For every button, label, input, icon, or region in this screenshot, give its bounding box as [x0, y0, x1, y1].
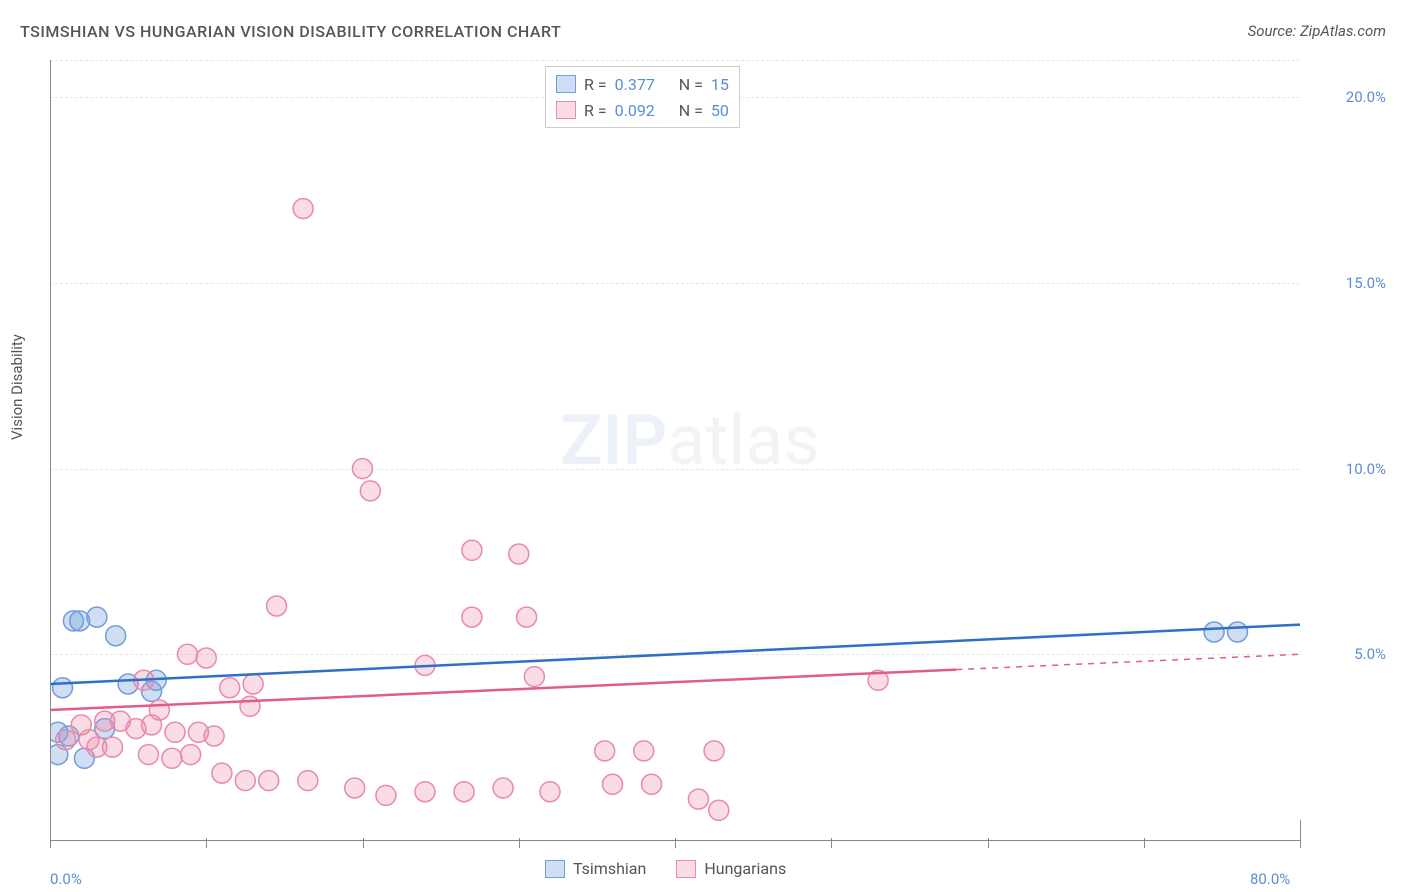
x-tick — [206, 838, 207, 848]
x-tick — [519, 838, 520, 848]
y-tick-label: 5.0% — [1354, 645, 1386, 663]
x-tick — [363, 838, 364, 848]
data-point — [298, 771, 318, 791]
data-point — [376, 785, 396, 805]
data-point — [259, 771, 279, 791]
source-label: Source: — [1248, 22, 1297, 40]
n-label: N = — [679, 101, 703, 120]
chart-container: TSIMSHIAN VS HUNGARIAN VISION DISABILITY… — [0, 0, 1406, 892]
legend-row: R = 0.092 N = 50 — [556, 97, 729, 123]
data-point — [103, 737, 123, 757]
data-point — [293, 199, 313, 219]
n-value: 50 — [711, 101, 729, 120]
legend-label: Hungarians — [704, 859, 786, 878]
data-point — [56, 730, 76, 750]
x-tick — [675, 838, 676, 848]
data-point — [181, 745, 201, 765]
data-point — [709, 800, 729, 820]
data-point — [493, 778, 513, 798]
r-value: 0.092 — [615, 101, 655, 120]
data-point — [603, 774, 623, 794]
legend-row: R = 0.377 N = 15 — [556, 71, 729, 97]
data-point — [360, 481, 380, 501]
x-tick — [1144, 838, 1145, 848]
y-tick-label: 15.0% — [1346, 274, 1386, 292]
data-point — [53, 678, 73, 698]
n-value: 15 — [711, 75, 729, 94]
data-point — [415, 782, 435, 802]
series-legend: Tsimshian Hungarians — [545, 859, 786, 878]
data-point — [462, 540, 482, 560]
regression-line-dashed — [956, 654, 1300, 669]
legend-swatch — [676, 860, 696, 878]
data-point — [642, 774, 662, 794]
data-point — [704, 741, 724, 761]
regression-line — [50, 625, 1300, 684]
r-label: R = — [584, 75, 607, 94]
data-point — [162, 748, 182, 768]
source-attribution: Source: ZipAtlas.com — [1248, 22, 1386, 40]
x-tick-label: 0.0% — [50, 870, 82, 888]
data-point — [243, 674, 263, 694]
regression-line — [50, 670, 956, 710]
data-point — [509, 544, 529, 564]
legend-swatch — [556, 101, 576, 119]
data-point — [688, 789, 708, 809]
data-point — [87, 607, 107, 627]
chart-title: TSIMSHIAN VS HUNGARIAN VISION DISABILITY… — [20, 22, 561, 41]
data-point — [240, 696, 260, 716]
x-tick — [831, 838, 832, 848]
data-point — [1204, 622, 1224, 642]
data-point — [267, 596, 287, 616]
x-tick — [50, 838, 51, 848]
y-axis-line — [50, 60, 51, 840]
legend-item: Hungarians — [676, 859, 786, 878]
y-axis-line-right — [1300, 820, 1301, 840]
x-tick — [1300, 838, 1301, 848]
y-axis-label: Vision Disability — [8, 334, 26, 440]
data-point — [178, 644, 198, 664]
x-tick-label: 80.0% — [1250, 870, 1290, 888]
data-point — [212, 763, 232, 783]
y-tick-label: 10.0% — [1346, 460, 1386, 478]
data-point — [524, 667, 544, 687]
source-value: ZipAtlas.com — [1300, 22, 1386, 40]
y-tick-label: 20.0% — [1346, 88, 1386, 106]
data-point — [517, 607, 537, 627]
legend-swatch — [556, 75, 576, 93]
data-point — [142, 715, 162, 735]
r-label: R = — [584, 101, 607, 120]
data-point — [634, 741, 654, 761]
correlation-legend: R = 0.377 N = 15 R = 0.092 N = 50 — [545, 66, 740, 128]
r-value: 0.377 — [615, 75, 655, 94]
data-point — [345, 778, 365, 798]
data-point — [220, 678, 240, 698]
data-point — [454, 782, 474, 802]
legend-item: Tsimshian — [545, 859, 646, 878]
data-point — [235, 771, 255, 791]
data-point — [595, 741, 615, 761]
n-label: N = — [679, 75, 703, 94]
data-point — [204, 726, 224, 746]
x-tick — [988, 838, 989, 848]
data-point — [353, 459, 373, 479]
data-point — [138, 745, 158, 765]
scatter-plot — [50, 60, 1300, 840]
data-point — [462, 607, 482, 627]
data-point — [165, 722, 185, 742]
legend-label: Tsimshian — [573, 859, 646, 878]
data-point — [540, 782, 560, 802]
legend-swatch — [545, 860, 565, 878]
data-point — [1228, 622, 1248, 642]
data-point — [106, 626, 126, 646]
data-point — [196, 648, 216, 668]
